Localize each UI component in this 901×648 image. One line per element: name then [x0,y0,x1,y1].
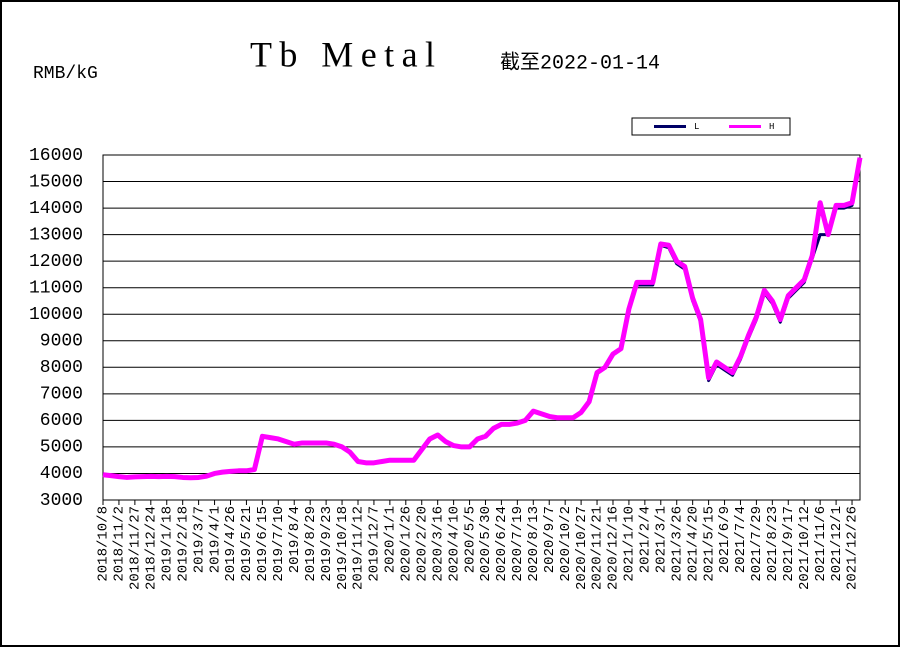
x-tick-label: 2020/10/27 [574,506,590,590]
x-tick-label: 2020/7/19 [510,506,526,582]
x-tick-label: 2020/8/13 [526,506,542,582]
x-tick-label: 2019/8/4 [287,506,303,573]
x-tick-label: 2021/11/6 [813,506,829,582]
x-tick-label: 2021/1/10 [622,506,638,582]
x-tick-label: 2021/7/4 [733,506,749,573]
x-tick-label: 2020/12/16 [606,506,622,590]
x-tick-label: 2020/1/26 [399,506,415,582]
x-tick-label: 2021/4/20 [685,506,701,582]
plot-area [102,154,861,501]
x-tick-label: 2020/2/20 [414,506,430,582]
y-tick-label: 4000 [40,464,83,484]
chart-subtitle: 截至2022-01-14 [500,50,660,75]
x-tick-label: 2019/6/15 [255,506,271,582]
x-tick-label: 2021/12/26 [845,506,861,590]
x-tick-label: 2019/11/12 [351,506,367,590]
y-tick-label: 8000 [40,358,83,378]
x-tick-label: 2019/7/10 [271,506,287,582]
y-tick-label: 6000 [40,411,83,431]
x-tick-label: 2019/3/7 [191,506,207,573]
x-tick-label: 2019/10/18 [335,506,351,590]
y-tick-label: 12000 [29,252,83,272]
y-tick-label: 3000 [40,491,83,511]
y-tick-label: 10000 [29,305,83,325]
x-tick-label: 2021/12/1 [829,506,845,582]
x-tick-label: 2021/7/29 [749,506,765,582]
x-tick-label: 2020/5/5 [462,506,478,573]
x-tick-label: 2021/5/15 [701,506,717,582]
x-tick-label: 2020/9/7 [542,506,558,573]
x-tick-label: 2020/10/2 [558,506,574,582]
x-tick-label: 2019/8/29 [303,506,319,582]
x-tick-label: 2019/9/23 [319,506,335,582]
legend-box [631,117,791,136]
x-tick-label: 2020/11/21 [590,506,606,590]
y-axis-label: RMB/kG [33,64,98,84]
x-tick-label: 2021/3/1 [653,506,669,573]
y-tick-label: 14000 [29,199,83,219]
line-series [102,157,863,481]
x-tick-label: 2019/4/26 [223,506,239,582]
x-tick-label: 2018/10/8 [96,506,112,582]
x-tick-label: 2019/4/1 [207,506,223,573]
chart-title: Tb Metal [250,34,435,74]
x-tick-label: 2020/5/30 [478,506,494,582]
x-tick-label: 2018/11/2 [112,506,128,582]
x-tick-label: 2021/8/23 [765,506,781,582]
y-tick-label: 15000 [29,172,83,192]
x-tick-label: 2018/11/27 [128,506,144,590]
legend-label: H [769,122,774,132]
y-tick-label: 16000 [29,146,83,166]
y-tick-label: 11000 [29,278,83,298]
x-tick-label: 2020/3/16 [430,506,446,582]
x-tick-label: 2021/6/9 [717,506,733,573]
x-tick-label: 2019/5/21 [239,506,255,582]
x-tick-label: 2020/4/10 [446,506,462,582]
x-tick-label: 2019/1/18 [159,506,175,582]
y-tick-label: 5000 [40,438,83,458]
x-tick-label: 2019/12/7 [367,506,383,582]
y-tick-label: 13000 [29,225,83,245]
x-tick-label: 2020/1/1 [383,506,399,573]
y-tick-label: 9000 [40,332,83,352]
x-tick-label: 2021/3/26 [669,506,685,582]
x-tick-label: 2021/10/12 [797,506,813,590]
x-tick-label: 2020/6/24 [494,506,510,582]
x-tick-label: 2021/2/4 [638,506,654,573]
legend-label: L [694,122,699,132]
x-tick-label: 2018/12/24 [144,506,160,590]
y-tick-label: 7000 [40,385,83,405]
x-tick-label: 2021/9/17 [781,506,797,582]
x-tick-label: 2019/2/18 [175,506,191,582]
